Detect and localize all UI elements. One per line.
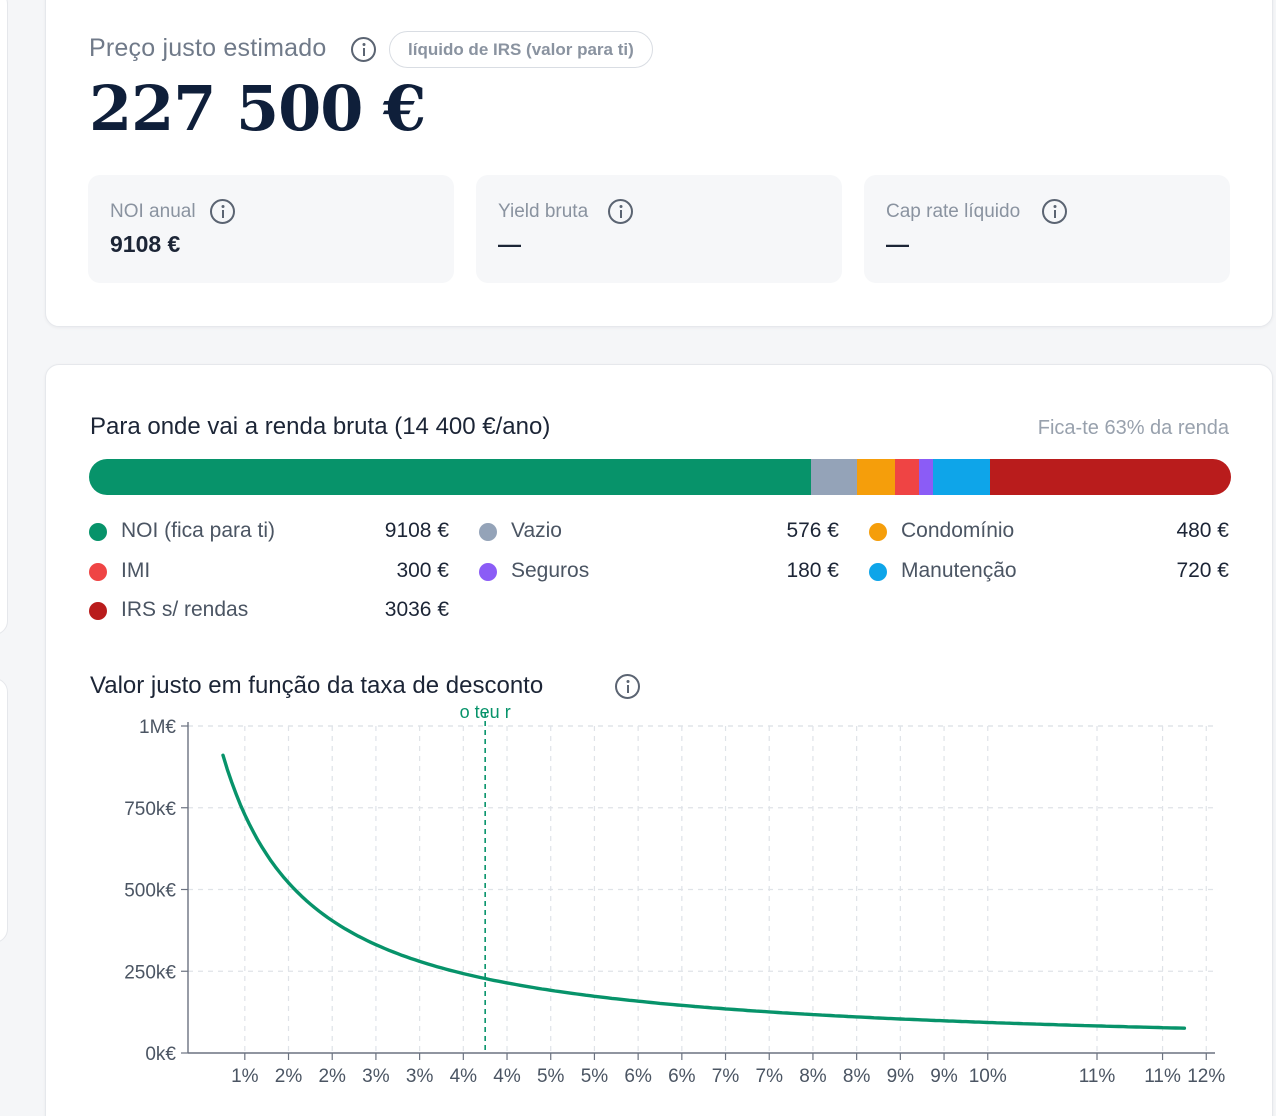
x-tick-label: 7%: [712, 1066, 740, 1087]
breakdown-note: Fica-te 63% da renda: [1037, 417, 1229, 439]
x-tick-label: 1%: [231, 1066, 259, 1087]
metric-label: NOI anual: [110, 201, 196, 222]
x-tick-label: 3%: [362, 1066, 390, 1087]
metric-net-cap-rate: Cap rate líquido —: [864, 175, 1230, 283]
legend-dot: [89, 523, 107, 541]
bar-segment: [811, 459, 857, 495]
x-tick-label: 6%: [668, 1066, 696, 1087]
y-tick-label: 1M€: [139, 717, 176, 738]
legend-dot: [479, 563, 497, 581]
legend-dot: [479, 523, 497, 541]
bar-segment: [89, 459, 812, 495]
legend-dot: [89, 602, 107, 620]
x-tick-label: 9%: [887, 1066, 915, 1087]
y-tick-label: 500k€: [124, 881, 176, 902]
x-tick-label: 10%: [969, 1066, 1007, 1087]
x-tick-label: 5%: [581, 1066, 609, 1087]
info-icon[interactable]: [1042, 199, 1067, 224]
price-summary-content: Preço justo estimado líquido de IRS (val…: [45, 0, 1273, 327]
x-tick-label: 12%: [1187, 1066, 1225, 1087]
metric-value: —: [498, 231, 521, 257]
x-tick-label: 11%: [1079, 1066, 1116, 1087]
marker-label: o teu r: [460, 702, 511, 722]
y-tick-label: 0k€: [145, 1044, 176, 1065]
x-tick-label: 5%: [537, 1066, 565, 1087]
legend-value: 480 €: [1176, 519, 1229, 542]
legend-item: IRS s/ rendas 3036 €: [89, 596, 449, 624]
y-tick-label: 750k€: [124, 799, 176, 820]
x-tick-label: 4%: [450, 1066, 478, 1087]
legend-item: Vazio 576 €: [479, 517, 839, 545]
legend-item: NOI (fica para ti) 9108 €: [89, 517, 449, 545]
breakdown-title: Para onde vai a renda bruta (14 400 €/an…: [90, 413, 551, 440]
bar-segment: [918, 459, 934, 495]
bar-segment: [856, 459, 896, 495]
metric-label: Yield bruta: [498, 201, 589, 222]
legend-item: Seguros 180 €: [479, 557, 839, 585]
legend-label: Vazio: [511, 519, 562, 542]
legend-value: 3036 €: [384, 598, 449, 621]
fair-price-value: 227 500 €: [89, 72, 426, 145]
info-icon[interactable]: [210, 199, 235, 224]
legend-label: Condomínio: [901, 519, 1015, 542]
x-tick-label: 2%: [318, 1066, 346, 1087]
x-tick-label: 2%: [275, 1066, 303, 1087]
bar-segment: [933, 459, 991, 495]
x-tick-label: 11%: [1144, 1066, 1181, 1087]
metric-value: 9108 €: [110, 231, 181, 257]
x-tick-label: 8%: [799, 1066, 827, 1087]
bar-segment: [990, 459, 1231, 495]
metric-gross-yield: Yield bruta —: [476, 175, 842, 283]
legend-item: Manutenção 720 €: [869, 557, 1229, 585]
metric-label: Cap rate líquido: [886, 201, 1021, 222]
x-tick-label: 4%: [493, 1066, 521, 1087]
income-breakdown-bar: [89, 459, 1231, 495]
info-icon[interactable]: [351, 37, 376, 62]
legend-label: IMI: [121, 559, 151, 582]
legend-dot: [869, 523, 887, 541]
bar-segment: [895, 459, 919, 495]
info-icon[interactable]: [615, 674, 640, 699]
legend-label: Manutenção: [901, 559, 1017, 582]
net-of-tax-tag: líquido de IRS (valor para ti): [389, 31, 653, 68]
price-label: Preço justo estimado: [89, 34, 327, 62]
legend-value: 9108 €: [384, 519, 449, 542]
x-tick-label: 3%: [406, 1066, 434, 1087]
legend-value: 720 €: [1176, 559, 1229, 582]
breakdown-card: Para onde vai a renda bruta (14 400 €/an…: [45, 364, 1273, 1116]
legend-label: Seguros: [511, 559, 590, 582]
valuation-curve: [221, 753, 1187, 1030]
legend-label: IRS s/ rendas: [121, 598, 249, 621]
x-tick-label: 7%: [756, 1066, 784, 1087]
x-tick-label: 6%: [624, 1066, 652, 1087]
legend-value: 180 €: [786, 559, 839, 582]
legend-dot: [89, 563, 107, 581]
y-tick-label: 250k€: [124, 962, 176, 983]
legend-value: 576 €: [786, 519, 839, 542]
info-icon[interactable]: [608, 199, 633, 224]
metric-noi: NOI anual 9108 €: [88, 175, 454, 283]
metric-value: —: [886, 231, 909, 257]
legend-item: Condomínio 480 €: [869, 517, 1229, 545]
legend-value: 300 €: [396, 559, 449, 582]
legend-label: NOI (fica para ti): [121, 519, 276, 542]
legend-item: IMI 300 €: [89, 557, 449, 585]
chart-title: Valor justo em função da taxa de descont…: [90, 672, 544, 699]
x-tick-label: 8%: [843, 1066, 871, 1087]
legend-dot: [869, 563, 887, 581]
x-tick-label: 9%: [930, 1066, 958, 1087]
